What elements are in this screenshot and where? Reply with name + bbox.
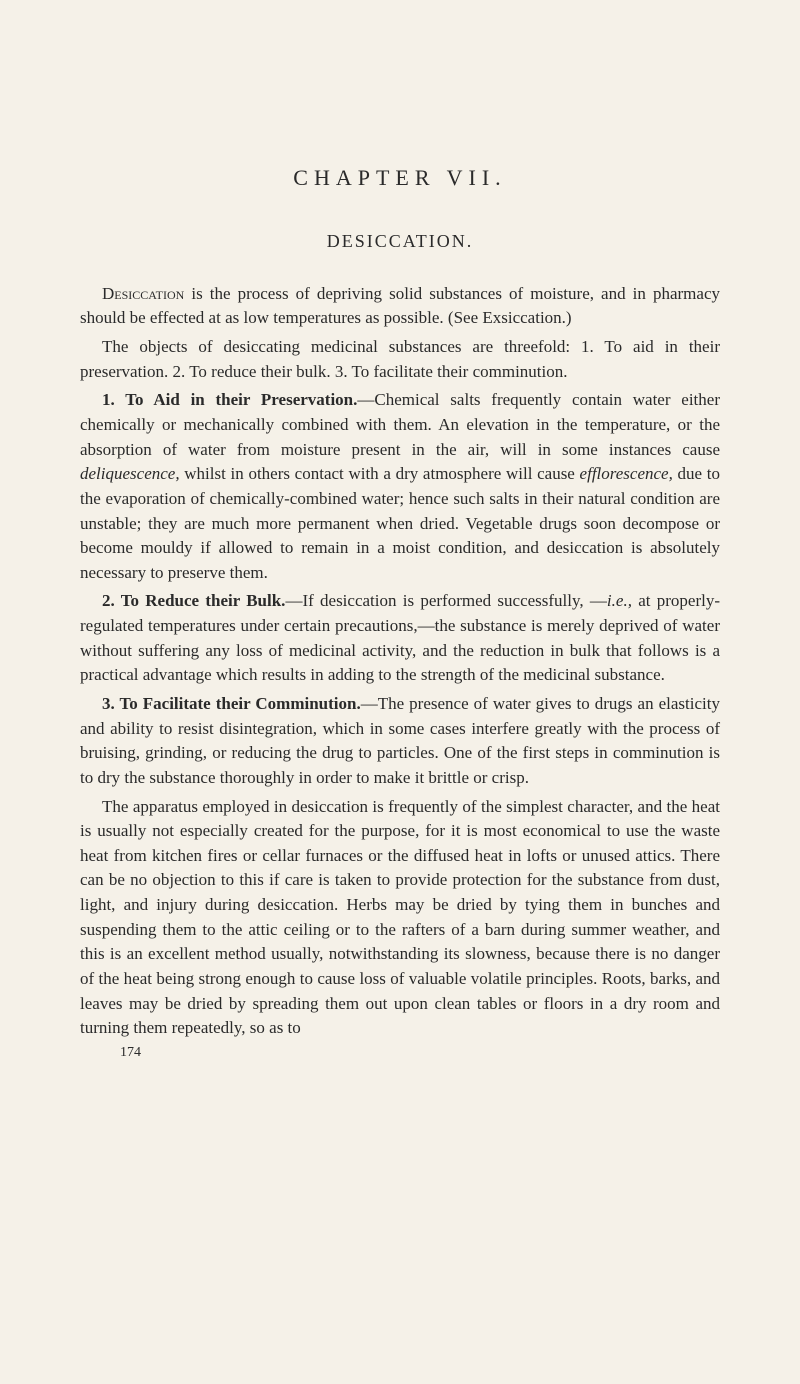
paragraph-1-lead: Desiccation [102, 284, 184, 303]
chapter-title: CHAPTER VII. [80, 165, 720, 191]
document-page: CHAPTER VII. DESICCATION. Desiccation is… [0, 0, 800, 1384]
paragraph-3-italic-a: deliquescence, [80, 464, 180, 483]
paragraph-2: The objects of desiccating medicinal sub… [80, 335, 720, 384]
paragraph-5-heading: 3. To Facilitate their Comminution. [102, 694, 361, 713]
section-title: DESICCATION. [80, 231, 720, 252]
paragraph-4-heading: 2. To Reduce their Bulk. [102, 591, 285, 610]
paragraph-3-heading: 1. To Aid in their Preservation. [102, 390, 357, 409]
paragraph-3-body-b: whilst in others contact with a dry atmo… [180, 464, 580, 483]
page-number: 174 [80, 1045, 720, 1061]
paragraph-4: 2. To Reduce their Bulk.—If desiccation … [80, 589, 720, 688]
paragraph-3-italic-b: efflorescence, [580, 464, 673, 483]
paragraph-1: Desiccation is the process of depriving … [80, 282, 720, 331]
paragraph-5: 3. To Facilitate their Comminution.—The … [80, 692, 720, 791]
paragraph-3: 1. To Aid in their Preservation.—Chemica… [80, 388, 720, 585]
paragraph-4-italic: i.e., [607, 591, 632, 610]
paragraph-6: The apparatus employed in desiccation is… [80, 795, 720, 1041]
paragraph-4-body-a: —If desiccation is performed successfull… [285, 591, 606, 610]
